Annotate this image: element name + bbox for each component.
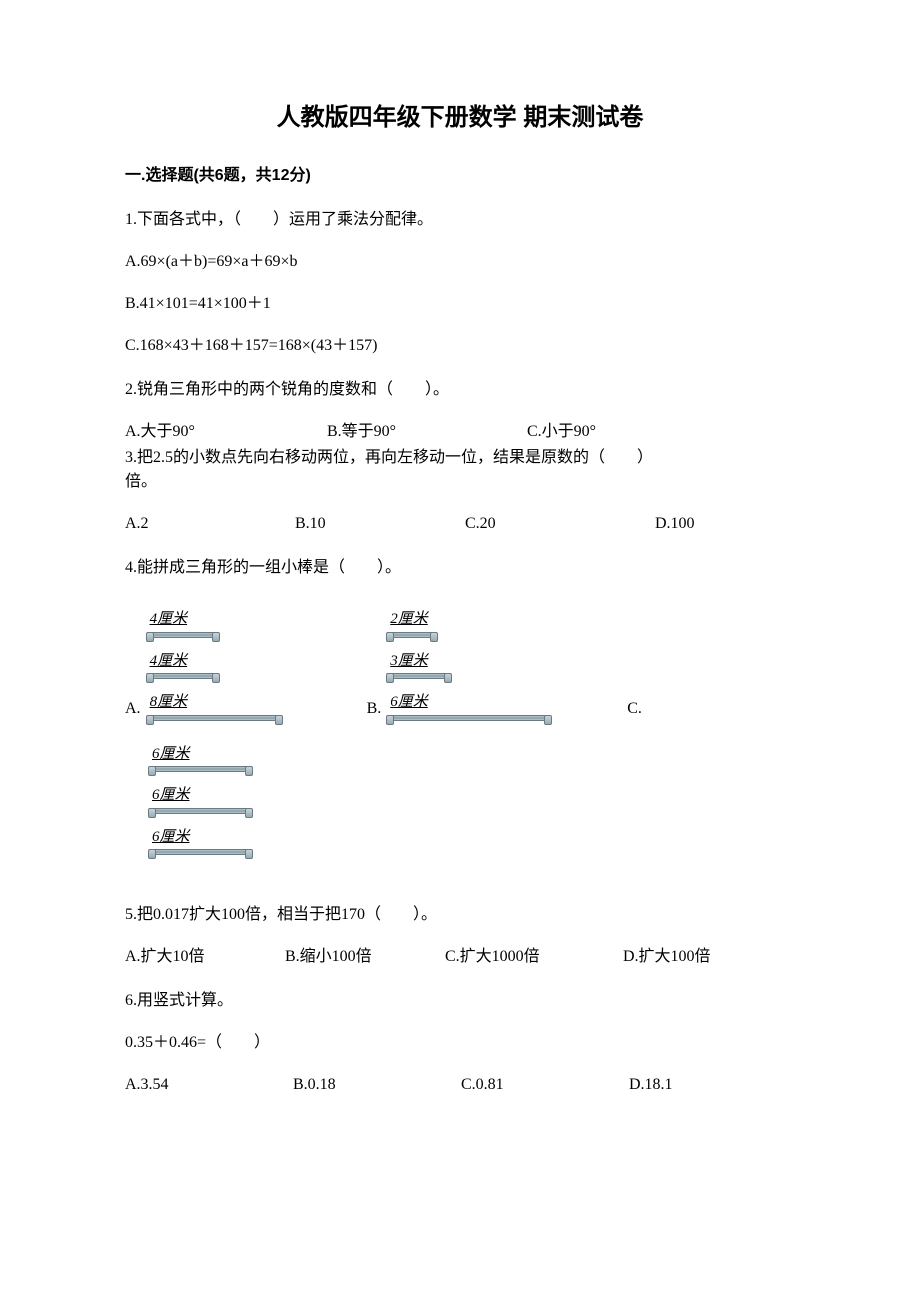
stick-b1-bar [387, 632, 437, 638]
q4-text: 4.能拼成三角形的一组小棒是（ ）。 [125, 556, 795, 580]
q5-options: A.扩大10倍 B.缩小100倍 C.扩大1000倍 D.扩大100倍 [125, 945, 795, 969]
q2-opt-b: B.等于90° [327, 420, 527, 444]
stick-a2-label: 4厘米 [147, 650, 188, 673]
q6-opt-b: B.0.18 [293, 1073, 461, 1097]
q4-label-b: B. [367, 697, 382, 721]
stick-c1-label: 6厘米 [149, 743, 190, 766]
stick-a1-label: 4厘米 [147, 608, 188, 631]
stick-c1-bar [149, 766, 252, 772]
q1-opt-a: A.69×(a＋b)=69×a＋69×b [125, 250, 795, 274]
question-5: 5.把0.017扩大100倍，相当于把170（ ）。 A.扩大10倍 B.缩小1… [125, 903, 795, 969]
stick-b2: 3厘米 [387, 650, 627, 680]
stick-b3: 6厘米 [387, 691, 627, 721]
q2-opt-a: A.大于90° [125, 420, 327, 444]
q1-text: 1.下面各式中，（ ）运用了乘法分配律。 [125, 208, 795, 232]
stick-b3-bar [387, 715, 551, 721]
question-2: 2.锐角三角形中的两个锐角的度数和（ ）。 A.大于90° B.等于90° C.… [125, 378, 795, 444]
stick-a2-bar [147, 673, 219, 679]
q5-opt-b: B.缩小100倍 [285, 945, 445, 969]
q4-label-a: A. [125, 697, 141, 721]
question-6: 6.用竖式计算。 0.35＋0.46=（ ） A.3.54 B.0.18 C.0… [125, 989, 795, 1097]
q3-options: A.2 B.10 C.20 D.100 [125, 512, 795, 536]
q3-opt-a: A.2 [125, 512, 295, 536]
q5-text: 5.把0.017扩大100倍，相当于把170（ ）。 [125, 903, 795, 927]
section-header: 一.选择题(共6题，共12分) [125, 164, 795, 188]
stick-c3-bar [149, 849, 252, 855]
q6-opt-c: C.0.81 [461, 1073, 629, 1097]
q1-opt-b: B.41×101=41×100＋1 [125, 292, 795, 316]
q2-opt-c: C.小于90° [527, 420, 596, 444]
stick-c2-bar [149, 808, 252, 814]
q3-text-line2: 倍。 [125, 470, 795, 494]
q4-opt-a-sticks: 4厘米 4厘米 8厘米 [147, 608, 367, 721]
q3-opt-b: B.10 [295, 512, 465, 536]
stick-b1: 2厘米 [387, 608, 627, 638]
stick-c2: 6厘米 [149, 784, 795, 814]
q1-opt-c: C.168×43＋168＋157=168×(43＋157) [125, 334, 795, 358]
stick-b3-label: 6厘米 [387, 691, 428, 714]
page-title: 人教版四年级下册数学 期末测试卷 [125, 100, 795, 136]
stick-b2-label: 3厘米 [387, 650, 428, 673]
q2-options: A.大于90° B.等于90° C.小于90° [125, 420, 795, 444]
q2-text: 2.锐角三角形中的两个锐角的度数和（ ）。 [125, 378, 795, 402]
stick-a3-bar [147, 715, 282, 721]
q3-text-line1: 3.把2.5的小数点先向右移动两位，再向左移动一位，结果是原数的（ ） [125, 446, 795, 470]
stick-c3: 6厘米 [149, 826, 795, 856]
q5-opt-a: A.扩大10倍 [125, 945, 285, 969]
q4-opt-b-sticks: 2厘米 3厘米 6厘米 [387, 608, 627, 721]
q6-text1: 6.用竖式计算。 [125, 989, 795, 1013]
stick-a3-label: 8厘米 [147, 691, 188, 714]
stick-c1: 6厘米 [149, 743, 795, 773]
stick-a1-bar [147, 632, 219, 638]
q6-opt-a: A.3.54 [125, 1073, 293, 1097]
q6-opt-d: D.18.1 [629, 1073, 673, 1097]
stick-a3: 8厘米 [147, 691, 367, 721]
q4-options-row1: A. 4厘米 4厘米 8厘米 B. 2厘米 [125, 608, 795, 721]
question-4: 4.能拼成三角形的一组小棒是（ ）。 A. 4厘米 4厘米 8厘米 B. [125, 556, 795, 855]
q5-opt-c: C.扩大1000倍 [445, 945, 623, 969]
question-3: 3.把2.5的小数点先向右移动两位，再向左移动一位，结果是原数的（ ） 倍。 A… [125, 446, 795, 536]
q6-text2: 0.35＋0.46=（ ） [125, 1031, 795, 1055]
stick-a1: 4厘米 [147, 608, 367, 638]
q3-opt-c: C.20 [465, 512, 655, 536]
stick-b1-label: 2厘米 [387, 608, 428, 631]
q6-options: A.3.54 B.0.18 C.0.81 D.18.1 [125, 1073, 795, 1097]
stick-c2-label: 6厘米 [149, 784, 190, 807]
question-1: 1.下面各式中，（ ）运用了乘法分配律。 A.69×(a＋b)=69×a＋69×… [125, 208, 795, 358]
q5-opt-d: D.扩大100倍 [623, 945, 711, 969]
q4-opt-c-sticks: 6厘米 6厘米 6厘米 [149, 743, 795, 856]
stick-c3-label: 6厘米 [149, 826, 190, 849]
q4-label-c: C. [627, 697, 642, 721]
stick-a2: 4厘米 [147, 650, 367, 680]
q3-opt-d: D.100 [655, 512, 695, 536]
stick-b2-bar [387, 673, 451, 679]
